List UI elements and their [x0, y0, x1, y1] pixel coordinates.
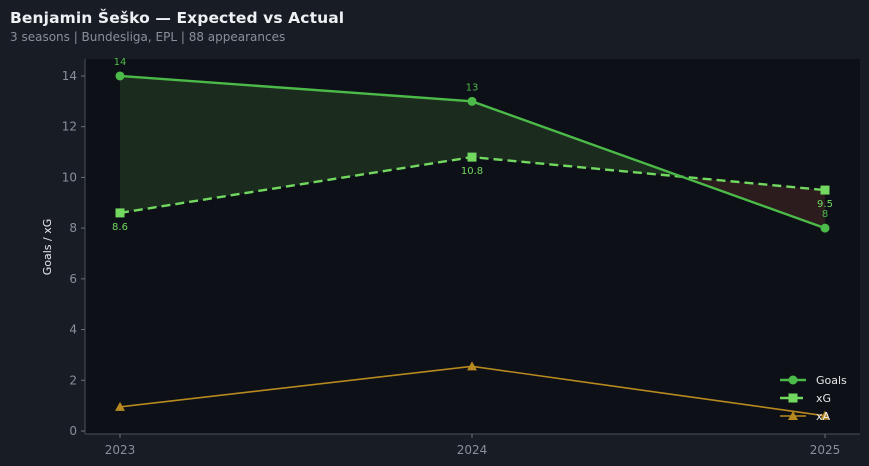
xa-marker [115, 401, 125, 411]
y-axis-label: Goals / xG [41, 219, 54, 276]
y-tick-label: 8 [69, 221, 77, 235]
xg-value-label: 8.6 [112, 222, 128, 233]
xg-value-label: 9.5 [817, 199, 833, 210]
legend-xg-marker [788, 393, 798, 403]
legend-xg-label: xG [816, 392, 831, 405]
chart-subtitle: 3 seasons | Bundesliga, EPL | 88 appeara… [10, 30, 286, 44]
legend-goals-marker [788, 375, 798, 385]
goals-value-label: 13 [466, 82, 479, 93]
xg-value-label: 10.8 [461, 166, 483, 177]
goals-value-label: 8 [822, 209, 828, 220]
y-tick-label: 12 [62, 120, 77, 134]
y-tick-label: 4 [69, 323, 77, 337]
xg-marker [820, 185, 830, 195]
y-tick-label: 10 [62, 170, 77, 184]
y-tick-label: 6 [69, 272, 77, 286]
x-tick-label: 2023 [105, 443, 136, 457]
chart-title: Benjamin Šeško — Expected vs Actual [10, 9, 345, 27]
overperformance-fill [120, 75, 472, 213]
y-tick-label: 14 [62, 69, 77, 83]
legend-goals-label: Goals [816, 374, 847, 387]
xg-marker [467, 152, 477, 162]
xg-marker [115, 208, 125, 218]
legend-xa-label: xA [816, 410, 831, 423]
goals-marker [820, 223, 830, 233]
legend-xa-marker [788, 411, 798, 420]
xa-marker [820, 410, 830, 420]
x-tick-label: 2024 [457, 443, 488, 457]
x-tick-label: 2025 [810, 443, 841, 457]
goals-marker [467, 96, 477, 106]
y-tick-label: 0 [69, 424, 77, 438]
xa-marker [467, 361, 477, 371]
y-tick-label: 2 [69, 373, 77, 387]
goals-marker [115, 71, 125, 81]
goals-value-label: 14 [114, 57, 127, 68]
